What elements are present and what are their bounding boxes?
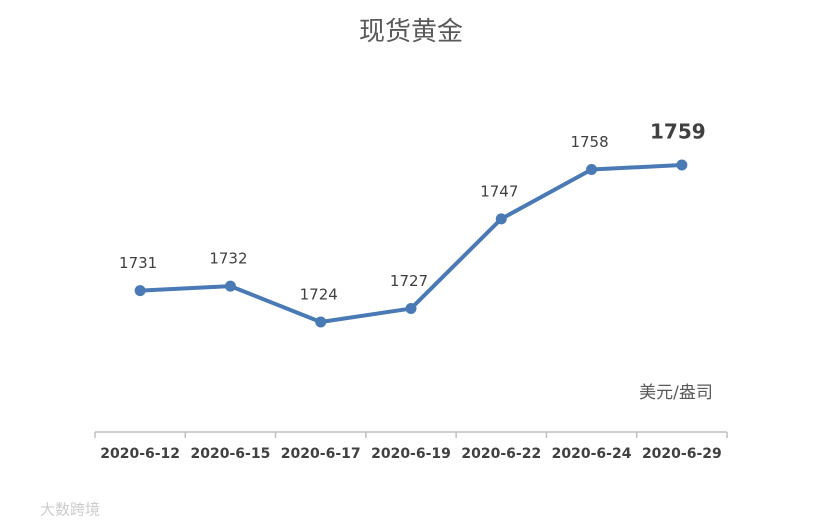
data-point — [405, 303, 417, 315]
chart-title: 现货黄金 — [359, 17, 463, 47]
watermark: 大数跨境 — [40, 501, 100, 519]
unit-annotation: 美元/盎司 — [639, 383, 713, 403]
x-tick-label: 2020-6-22 — [461, 446, 541, 462]
value-label: 1732 — [209, 250, 247, 268]
data-point — [315, 316, 327, 328]
x-tick-label: 2020-6-19 — [371, 446, 451, 462]
data-point — [134, 285, 146, 297]
value-label: 1758 — [570, 133, 608, 151]
data-line — [140, 163, 682, 324]
data-point — [495, 213, 507, 225]
x-tick-label: 2020-6-15 — [191, 446, 271, 462]
value-label: 1724 — [300, 286, 338, 304]
x-tick-label: 2020-6-24 — [552, 446, 632, 462]
data-point — [224, 280, 236, 292]
x-tick-label: 2020-6-17 — [281, 446, 361, 462]
x-tick-label: 2020-6-29 — [642, 446, 722, 462]
value-label: 1759 — [650, 120, 706, 144]
value-label: 1731 — [119, 254, 157, 272]
value-label: 1727 — [390, 272, 428, 290]
value-label: 1747 — [480, 182, 518, 200]
data-point — [676, 159, 688, 171]
x-tick-label: 2020-6-12 — [100, 446, 180, 462]
data-point — [586, 163, 598, 175]
